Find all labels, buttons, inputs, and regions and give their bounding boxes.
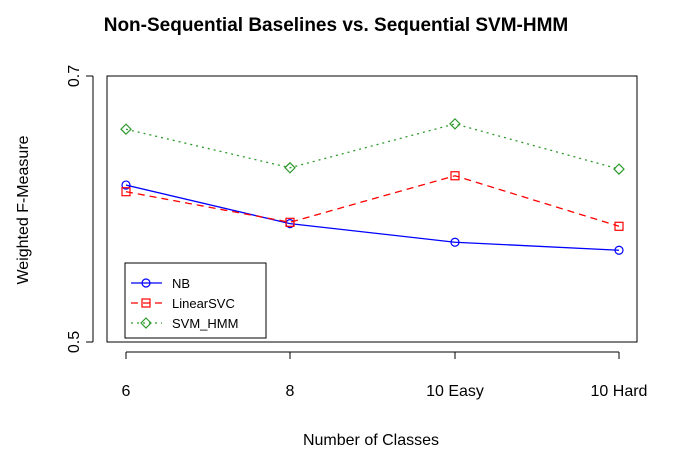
- data-point: [614, 221, 624, 231]
- x-tick-label: 8: [286, 383, 295, 400]
- series-linearsvc: [121, 171, 624, 231]
- data-point: [285, 217, 295, 227]
- data-point: [613, 163, 625, 175]
- legend-label: SVM_HMM: [172, 316, 238, 331]
- y-axis-ticks: 0.5 0.7: [66, 65, 94, 353]
- series-line: [125, 123, 620, 170]
- x-axis-label: Number of Classes: [303, 432, 439, 449]
- data-point: [284, 161, 296, 174]
- data-point: [450, 171, 460, 181]
- series-svm-hmm: [120, 118, 625, 175]
- x-axis-ticks: 6 8 10 Easy 10 Hard: [122, 352, 648, 400]
- series-line: [125, 184, 620, 251]
- legend-label: NB: [172, 276, 190, 291]
- data-point: [121, 187, 131, 197]
- data-point: [614, 245, 624, 255]
- x-tick-label: 10 Hard: [591, 383, 648, 400]
- y-tick-label: 0.7: [66, 65, 83, 87]
- y-tick-label: 0.5: [66, 331, 83, 353]
- series-layer: [120, 118, 625, 255]
- data-point: [120, 123, 132, 136]
- data-point: [449, 118, 461, 130]
- series-line: [125, 175, 620, 227]
- x-tick-label: 10 Easy: [426, 383, 484, 400]
- y-axis-label: Weighted F-Measure: [15, 135, 32, 284]
- legend-marker: [140, 317, 152, 329]
- series-nb: [121, 180, 624, 255]
- data-point: [450, 237, 460, 247]
- data-point: [121, 180, 131, 190]
- legend-marker: [141, 298, 151, 308]
- legend: NB LinearSVC SVM_HMM: [124, 262, 267, 339]
- chart-title: Non-Sequential Baselines vs. Sequential …: [104, 15, 569, 36]
- legend-marker: [141, 278, 151, 288]
- x-tick-label: 6: [122, 383, 131, 400]
- legend-label: LinearSVC: [172, 296, 235, 311]
